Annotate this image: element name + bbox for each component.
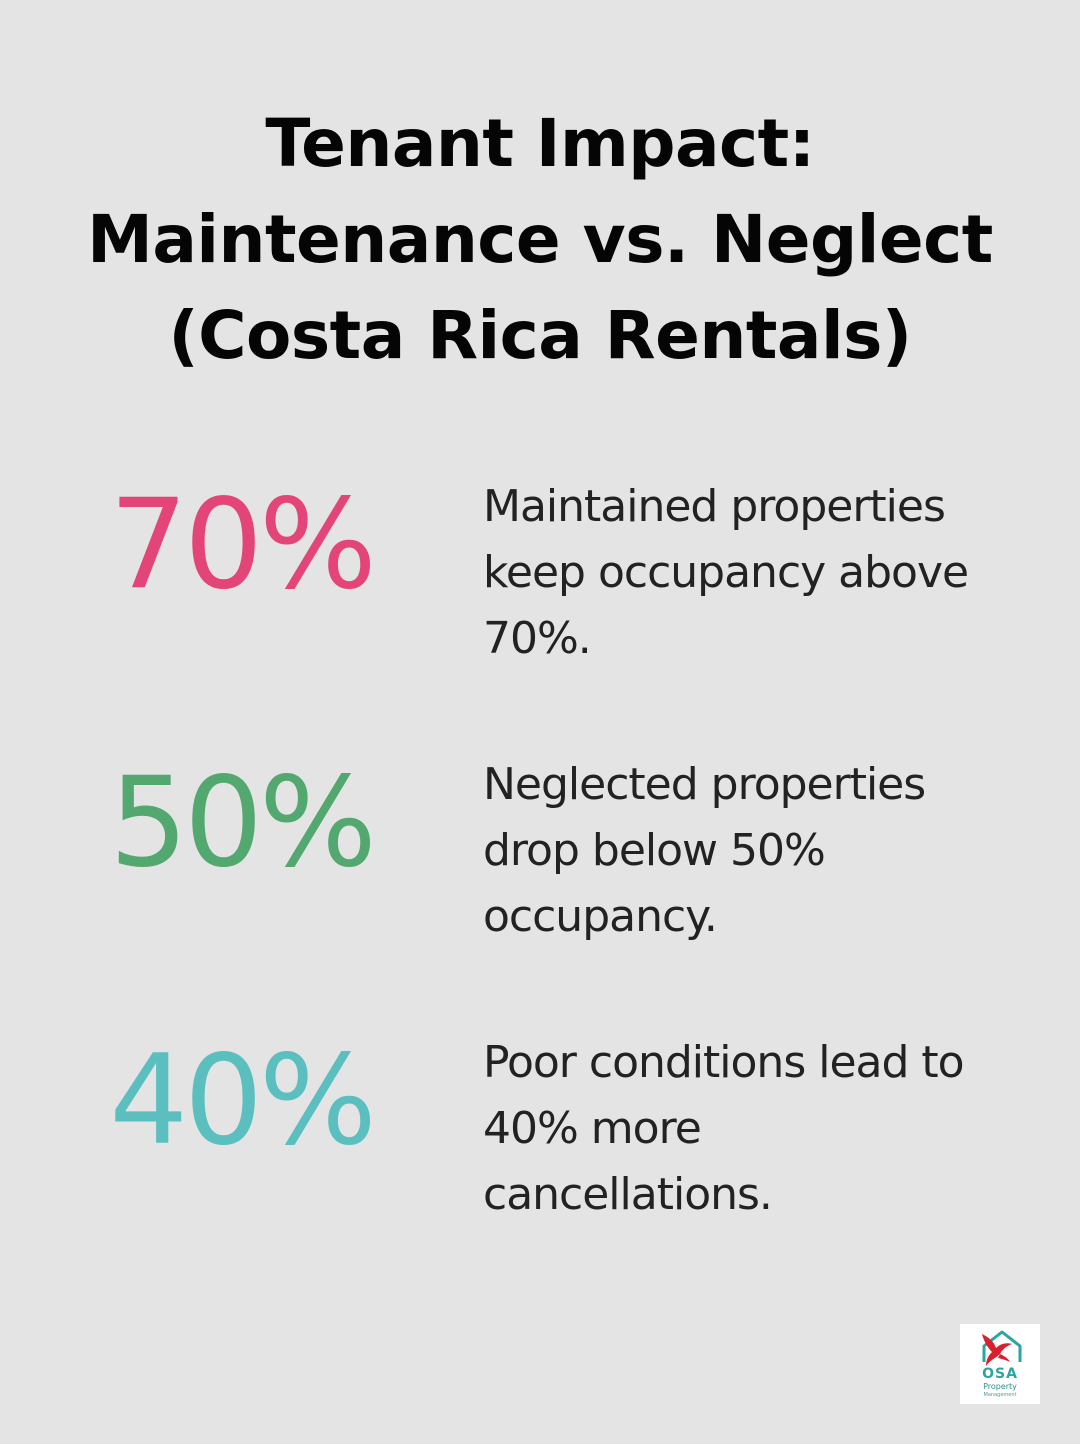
stat-description-line: occupancy. bbox=[483, 891, 718, 942]
stat-value: 50% bbox=[109, 751, 377, 895]
stat-description: Neglected properties drop below 50% occu… bbox=[483, 752, 1023, 950]
stat-description-line: Poor conditions lead to bbox=[483, 1037, 965, 1088]
stat-value: 70% bbox=[109, 473, 377, 617]
logo-subtitle: Property bbox=[983, 1382, 1017, 1391]
page-title: Tenant Impact: Maintenance vs. Neglect (… bbox=[0, 96, 1080, 384]
stat-description: Poor conditions lead to 40% more cancell… bbox=[483, 1030, 1023, 1228]
bird-house-icon bbox=[982, 1330, 1022, 1366]
title-line-3: (Costa Rica Rentals) bbox=[168, 297, 912, 374]
osa-logo: OSA Property Management bbox=[960, 1324, 1040, 1404]
stat-description-line: Maintained properties bbox=[483, 481, 946, 532]
stat-description-line: 70%. bbox=[483, 613, 592, 664]
stat-description-line: keep occupancy above bbox=[483, 547, 969, 598]
stat-value: 40% bbox=[109, 1029, 377, 1173]
title-line-2: Maintenance vs. Neglect bbox=[87, 201, 993, 278]
title-line-1: Tenant Impact: bbox=[265, 105, 815, 182]
stat-block-maintained: 70% Maintained properties keep occupancy… bbox=[0, 470, 1080, 670]
logo-subtitle-small: Management bbox=[983, 1392, 1017, 1398]
stat-description-line: 40% more bbox=[483, 1103, 702, 1154]
stat-description-line: Neglected properties bbox=[483, 759, 926, 810]
stat-description-line: cancellations. bbox=[483, 1169, 773, 1220]
logo-wordmark: OSA bbox=[982, 1366, 1018, 1382]
stat-description-line: drop below 50% bbox=[483, 825, 826, 876]
stat-block-cancellations: 40% Poor conditions lead to 40% more can… bbox=[0, 1026, 1080, 1226]
stat-block-neglected: 50% Neglected properties drop below 50% … bbox=[0, 748, 1080, 948]
stat-description: Maintained properties keep occupancy abo… bbox=[483, 474, 1023, 672]
